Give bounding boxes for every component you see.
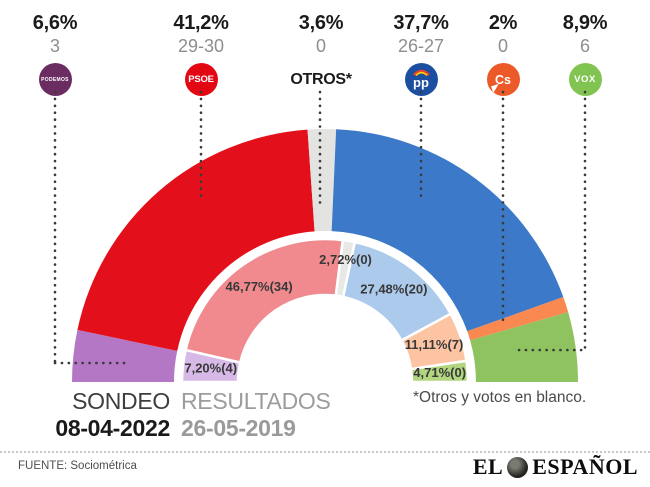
inner-ring-label-pp: 27,48%(20): [360, 281, 427, 296]
pp-poll-percentage: 37,7%: [393, 12, 449, 34]
vox-poll-percentage: 8,9%: [562, 12, 608, 34]
sondeo-label: SONDEO: [72, 388, 170, 414]
vox-logo-text: VOX: [574, 74, 596, 85]
podemos-logo-icon: PODEMOS: [38, 63, 72, 96]
party-column-psoe: 41,2% 29-30 PSOE: [153, 12, 249, 96]
cs-poll-seats: 0: [497, 36, 508, 56]
cs-poll-percentage: 2%: [488, 12, 518, 34]
vox-logo-icon: VOX: [568, 63, 602, 96]
inner-ring-label-podemos: 7,20%(4): [184, 360, 237, 375]
resultados-date: 26-05-2019: [181, 415, 296, 441]
cs-logo-text: Cs: [495, 72, 511, 87]
segment-outer-cs: [467, 297, 569, 341]
psoe-poll-percentage: 41,2%: [173, 12, 229, 34]
psoe-logo-icon: PSOE: [184, 63, 218, 96]
cs-logo-icon: Cs: [486, 63, 520, 96]
party-column-vox: 8,9% 6 VOX: [537, 12, 633, 96]
lion-crest-icon: [507, 456, 529, 478]
resultados-label: RESULTADOS: [181, 388, 331, 414]
segment-outer-vox: [470, 312, 578, 382]
resultados-block: RESULTADOS 26-05-2019: [181, 388, 331, 442]
podemos-poll-seats: 3: [49, 36, 60, 56]
pp-logo-text: pp: [413, 75, 429, 90]
brand-espanol: ESPAÑOL: [532, 454, 638, 479]
vox-poll-seats: 6: [579, 36, 590, 56]
el-espanol-logo: EL ESPAÑOL: [473, 454, 638, 480]
segment-outer-pp: [331, 129, 564, 332]
inner-ring-label-otros: 2,72%(0): [319, 252, 372, 267]
otros-label: OTROS*: [290, 71, 352, 88]
otros-poll-seats: 0: [315, 36, 326, 56]
leader-line-vox: [517, 90, 587, 352]
pp-poll-seats: 26-27: [397, 36, 445, 56]
segment-inner-psoe: [184, 237, 345, 364]
inner-ring-label-psoe: 46,77%(34): [226, 279, 293, 294]
pp-logo-icon: pp: [404, 63, 438, 96]
psoe-poll-seats: 29-30: [177, 36, 225, 56]
sondeo-block: SONDEO 08-04-2022: [0, 388, 170, 442]
dotted-separator: [0, 451, 650, 453]
leader-line-podemos: [53, 90, 128, 365]
inner-ring-label-cs: 11,11%(7): [405, 337, 464, 352]
segment-outer-podemos: [72, 329, 178, 382]
sondeo-date: 08-04-2022: [55, 415, 170, 441]
footnote: *Otros y votos en blanco.: [413, 389, 587, 406]
podemos-logo-text: PODEMOS: [41, 76, 69, 83]
segment-outer-psoe: [77, 129, 315, 351]
pp-gull-icon: [412, 69, 430, 76]
segment-inner-vox: [409, 359, 470, 384]
party-column-cs: 2% 0 Cs: [455, 12, 551, 96]
segment-outer-otros: [307, 129, 337, 232]
psoe-logo-text: PSOE: [188, 74, 214, 85]
otros-poll-percentage: 3,6%: [298, 12, 344, 34]
source-credit: FUENTE: Sociométrica: [18, 460, 137, 472]
inner-ring-label-vox: 4,71%(0): [413, 365, 466, 380]
party-column-otros: 3,6% 0 OTROS*: [273, 12, 369, 89]
brand-el: EL: [472, 454, 504, 479]
podemos-poll-percentage: 6,6%: [32, 12, 78, 34]
party-column-pp: 37,7% 26-27 pp: [373, 12, 469, 96]
party-column-podemos: 6,6% 3 PODEMOS: [7, 12, 103, 96]
